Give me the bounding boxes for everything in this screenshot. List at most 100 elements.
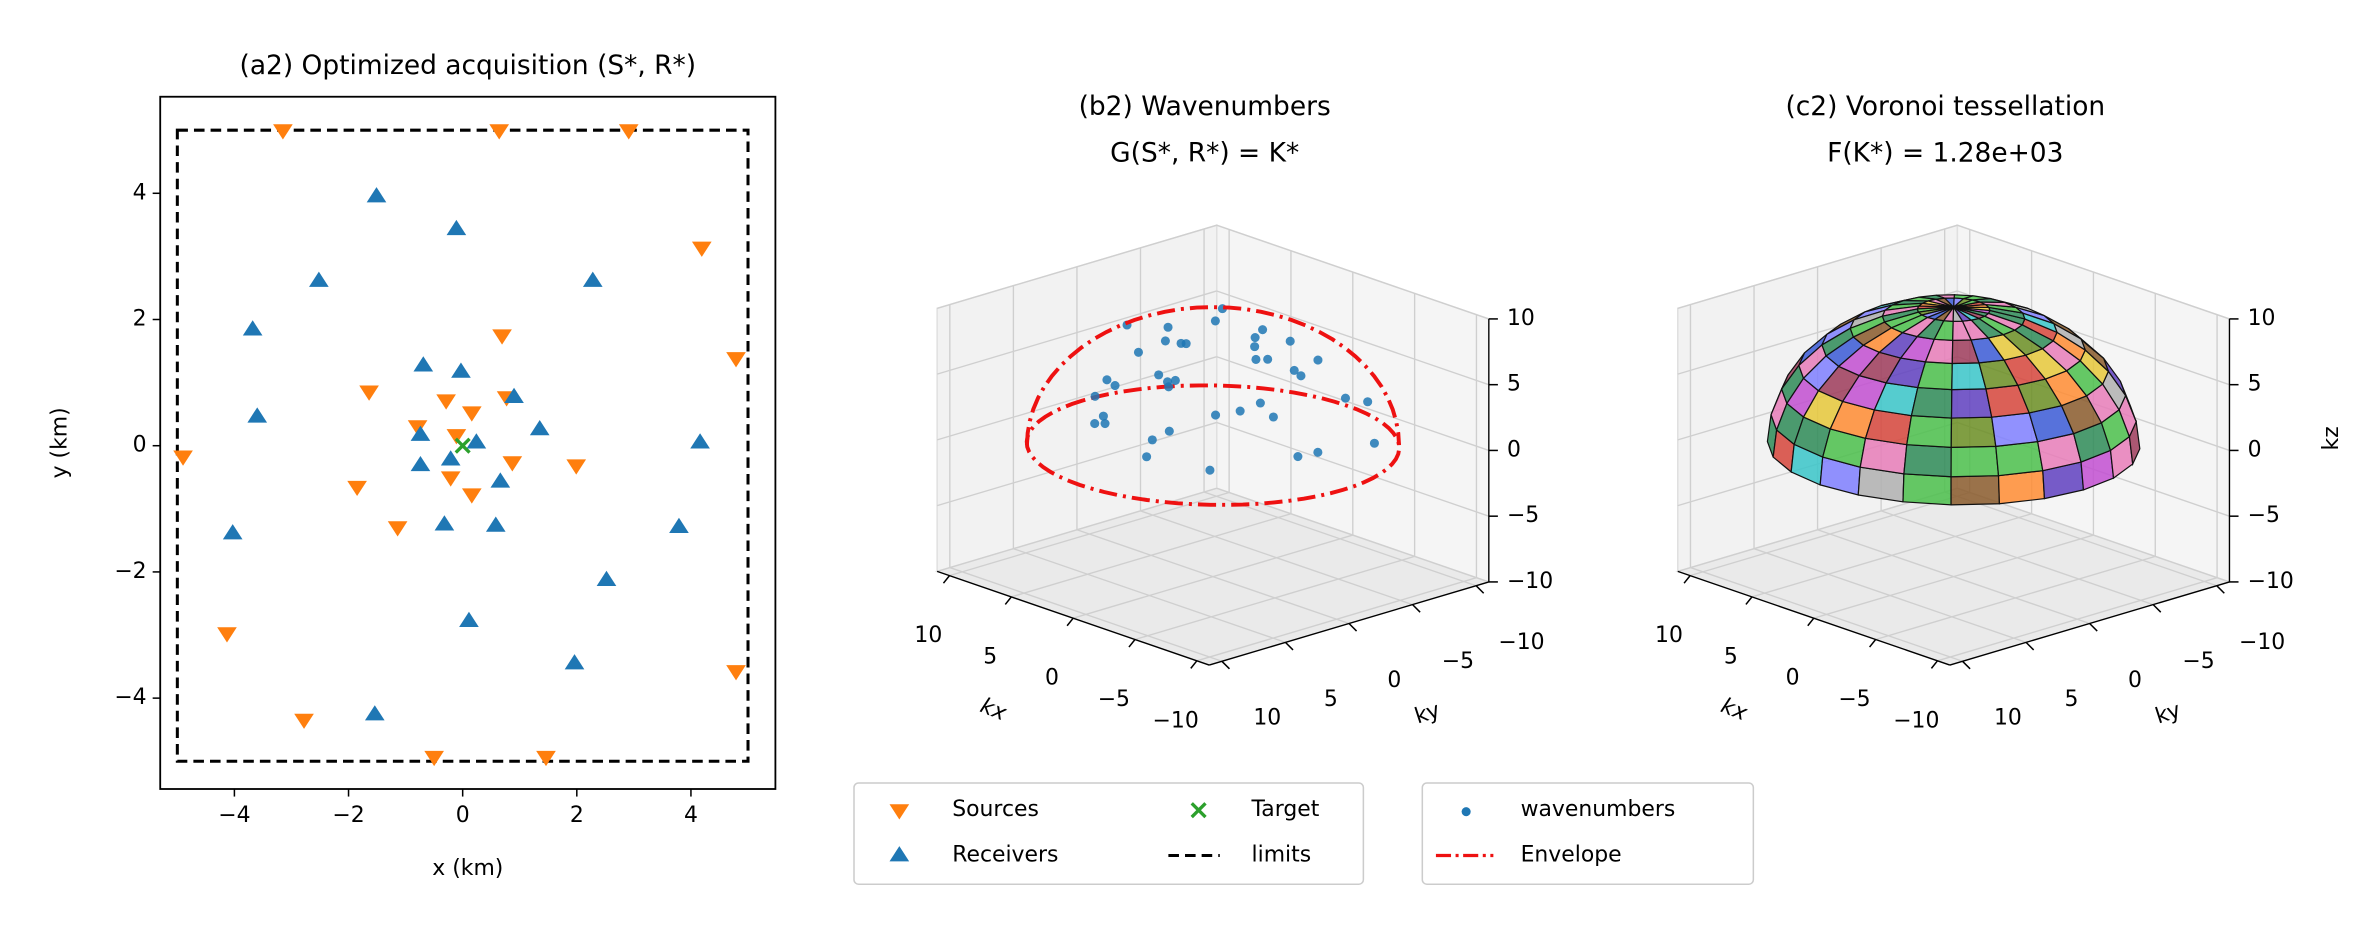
y-tick-label: 0: [2128, 668, 2142, 693]
data-point: [582, 271, 603, 287]
data-point: [489, 124, 510, 140]
y-tick-label: 2: [133, 306, 147, 331]
data-point: [1090, 419, 1100, 429]
x-tick-label: −2: [332, 803, 364, 828]
grid-line: [1216, 356, 1490, 452]
envelope: [1024, 383, 1402, 507]
legend-label: Target: [1251, 797, 1320, 822]
data-point: [502, 456, 523, 472]
voronoi-cell: [1950, 445, 2000, 478]
data-point: [424, 750, 444, 767]
legend-label: limits: [1252, 843, 1312, 868]
data-point: [1268, 412, 1278, 422]
x-tick: [942, 575, 951, 584]
voronoi-cell: [1950, 475, 2001, 506]
z-tick-label: 0: [1507, 437, 1521, 462]
data-point: [1154, 370, 1164, 380]
data-point: [1163, 322, 1173, 332]
x-tick-label: 0: [1045, 666, 1059, 691]
data-point: [364, 705, 385, 721]
data-point: [273, 124, 293, 140]
x-tick-label: −4: [218, 803, 250, 828]
grid-line: [1880, 510, 2154, 606]
legend-marker: [889, 804, 910, 820]
x-tick: [1930, 660, 1939, 669]
data-point: [1205, 465, 1215, 475]
legend: Sources Receivers Target limits: [853, 782, 1365, 885]
data-point: [1251, 354, 1261, 364]
voronoi-cell: [1995, 440, 2044, 477]
data-point: [596, 570, 617, 587]
y-tick-label: 0: [1387, 668, 1401, 693]
data-point: [1313, 447, 1323, 457]
data-point: [461, 406, 482, 422]
x-tick: [1745, 596, 1753, 605]
data-point: [1289, 365, 1299, 375]
z-tick-label: 0: [2248, 437, 2262, 462]
data-point: [173, 450, 193, 466]
x-tick: [1004, 596, 1012, 605]
data-point: [529, 419, 550, 436]
voronoi-cell: [1906, 415, 1953, 449]
x-axis-label: x (km): [432, 856, 503, 881]
grid-line: [1216, 421, 1490, 517]
data-point: [566, 459, 587, 475]
data-point: [536, 750, 556, 767]
grid-line: [1677, 224, 1958, 309]
data-point: [1181, 339, 1191, 349]
data-point: [1133, 347, 1144, 357]
grid-line: [1753, 548, 2027, 644]
voronoi-cell: [1903, 444, 1952, 478]
z-tick-label: −5: [1507, 503, 1539, 528]
grid-line: [936, 224, 1217, 309]
axis-line: [936, 570, 1210, 666]
chart-subtitle: G(S*, R*) = K*: [1110, 138, 1299, 169]
data-point: [222, 524, 243, 540]
data-point: [1313, 355, 1323, 365]
data-point: [669, 517, 689, 534]
grid-line: [1690, 566, 1963, 662]
data-point: [309, 271, 329, 287]
axis-line: [1949, 581, 2230, 666]
grid-line: [1076, 529, 1350, 625]
x-tick: [1128, 639, 1136, 648]
limits-box: [175, 128, 750, 763]
z-tick-label: 5: [1507, 372, 1521, 397]
data-point: [504, 387, 524, 404]
grid-line: [1817, 529, 2090, 625]
y-tick: [1475, 585, 1485, 594]
y-tick-label: −10: [2239, 630, 2285, 655]
y-tick-label: −4: [114, 685, 146, 710]
grid-line: [936, 421, 1217, 507]
y-tick: [2089, 622, 2098, 632]
y-tick-label: −5: [2182, 649, 2214, 674]
y-tick: [2152, 604, 2162, 613]
data-point: [410, 425, 431, 441]
data-point: [1263, 354, 1273, 364]
y-tick: [1221, 660, 1231, 670]
z-tick-label: −10: [1507, 569, 1553, 594]
z-tick-label: 5: [2248, 372, 2262, 397]
x-axis-label: kx: [977, 694, 1011, 727]
data-point: [1170, 375, 1180, 385]
axis-line: [1677, 570, 1951, 666]
data-point: [1369, 438, 1379, 448]
y-tick: [2216, 585, 2225, 594]
voronoi-cell: [1928, 298, 1954, 308]
y-axis-label: ky: [1412, 698, 1443, 729]
data-point: [466, 433, 487, 449]
data-point: [1160, 336, 1170, 346]
data-point: [1102, 375, 1112, 385]
voronoi-cell: [1997, 470, 2046, 505]
x-tick-label: 5: [983, 644, 997, 669]
chart-subtitle: F(K*) = 1.28e+03: [1827, 138, 2063, 169]
data-point: [440, 471, 461, 487]
y-tick-label: −5: [1442, 649, 1474, 674]
voronoi-cell: [1902, 473, 1952, 506]
y-tick: [1284, 641, 1294, 651]
data-point: [446, 219, 467, 236]
data-point: [413, 356, 434, 372]
y-tick: [2025, 641, 2035, 651]
chart-title: (b2) Wavenumbers: [1079, 91, 1331, 122]
